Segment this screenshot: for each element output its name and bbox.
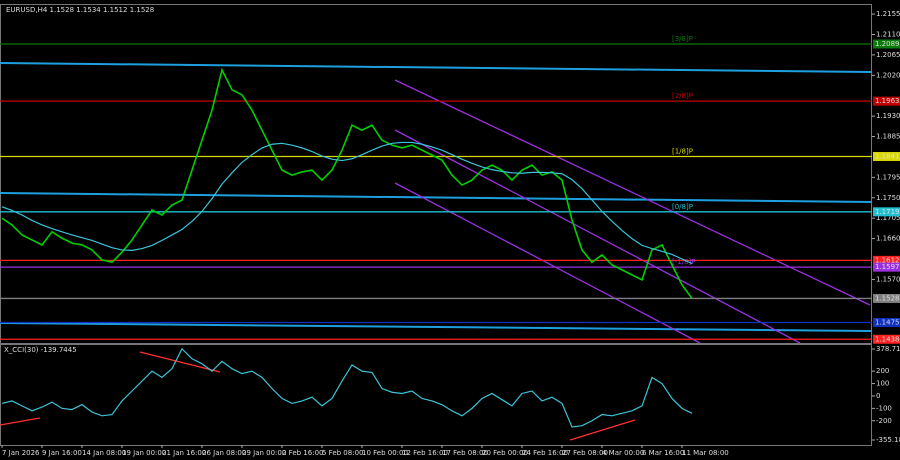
divergence-line xyxy=(569,419,636,441)
y-tick-label: 200 xyxy=(876,367,889,375)
divergence-line xyxy=(139,351,221,373)
series-line xyxy=(1,67,693,299)
cci-frame xyxy=(0,344,872,446)
y-tick-label: 1.1930 xyxy=(876,112,900,120)
x-tick-label: 14 Jan 08:00 xyxy=(82,449,126,457)
y-tick-label: -200 xyxy=(876,417,892,425)
trend-line xyxy=(0,192,873,203)
y-tick-label: 1.2155 xyxy=(876,10,900,18)
x-tick-label: 12 Feb 16:00 xyxy=(402,449,448,457)
x-tick-label: 2 Feb 16:00 xyxy=(282,449,323,457)
trend-lines xyxy=(0,62,873,332)
level-box xyxy=(873,151,900,161)
level-value: 1.1438 xyxy=(875,335,900,343)
y-tick-label: 1.1795 xyxy=(876,173,900,181)
level-value: 1.1528 xyxy=(875,294,900,302)
y-tick-label: 1.1750 xyxy=(876,194,900,202)
x-tick-label: 27 Feb 08:00 xyxy=(562,449,608,457)
x-tick-label: 17 Feb 08:00 xyxy=(442,449,488,457)
y-tick-label: 1.1570 xyxy=(876,275,900,283)
divergence xyxy=(0,351,636,441)
price-frame xyxy=(0,4,872,344)
y-tick-label: 100 xyxy=(876,380,889,388)
divergence-line xyxy=(0,417,41,426)
x-tick-label: 6 Mar 16:00 xyxy=(642,449,684,457)
level-box xyxy=(873,262,900,272)
level-box xyxy=(873,39,900,49)
chart-title: EURUSD,H4 1.1528 1.1534 1.1512 1.1528 xyxy=(6,6,154,14)
level-box xyxy=(873,207,900,217)
trend-line xyxy=(0,322,873,332)
channel-line xyxy=(394,129,801,344)
level-value: 1.1597 xyxy=(875,263,900,271)
y-tick-label: 1.2020 xyxy=(876,71,900,79)
channel-line xyxy=(394,182,701,344)
level-value: 1.2089 xyxy=(875,40,900,48)
y-tick-label: -355.1891 xyxy=(876,436,900,444)
level-tag: [2/8]P xyxy=(672,92,693,100)
series-line xyxy=(1,347,693,428)
level-box xyxy=(873,317,900,327)
level-value: 1.1963 xyxy=(875,97,900,105)
x-tick-label: 7 Jan 2026 xyxy=(2,449,40,457)
y-tick-label: 1.2110 xyxy=(876,30,900,38)
x-tick-label: 4 Mar 00:00 xyxy=(602,449,644,457)
level-box xyxy=(873,334,900,344)
level-box xyxy=(873,255,900,265)
y-tick-label: 0 xyxy=(876,392,880,400)
level-value: 1.1719 xyxy=(875,208,900,216)
level-value: 1.1841 xyxy=(875,152,900,160)
y-tick-label: 1.1660 xyxy=(876,235,900,243)
level-value: 1.1612 xyxy=(875,256,900,264)
x-tick-label: 29 Jan 00:00 xyxy=(242,449,286,457)
trend-line xyxy=(0,62,873,73)
y-tick-label: -100 xyxy=(876,404,892,412)
cci-title: X_CCI(30) -139.7445 xyxy=(4,346,77,354)
x-tick-label: 11 Mar 08:00 xyxy=(682,449,729,457)
x-tick-label: 9 Jan 16:00 xyxy=(42,449,82,457)
y-tick-label: 1.1885 xyxy=(876,133,900,141)
level-value: 1.1475 xyxy=(875,318,900,326)
level-tag: [0/8]P xyxy=(672,203,693,211)
y-tick-label: 1.2065 xyxy=(876,51,900,59)
level-tag: [1/8]P xyxy=(672,147,693,155)
x-tick-label: 26 Jan 08:00 xyxy=(202,449,246,457)
x-tick-label: 21 Jan 16:00 xyxy=(162,449,206,457)
x-tick-label: 5 Feb 08:00 xyxy=(322,449,363,457)
level-box xyxy=(873,96,900,106)
level-box xyxy=(873,293,900,303)
x-tick-label: 10 Feb 00:00 xyxy=(362,449,408,457)
y-tick-label: 1.1705 xyxy=(876,214,900,222)
x-tick-label: 24 Feb 16:00 xyxy=(522,449,568,457)
level-tag: [-1/8]P xyxy=(672,258,695,266)
x-tick-label: 20 Feb 00:00 xyxy=(482,449,528,457)
x-tick-label: 19 Jan 00:00 xyxy=(122,449,166,457)
y-tick-label: 378.7116 xyxy=(876,345,900,353)
channel-line xyxy=(394,79,871,306)
level-tag: [3/8]P xyxy=(672,35,693,43)
series-line xyxy=(1,141,693,265)
